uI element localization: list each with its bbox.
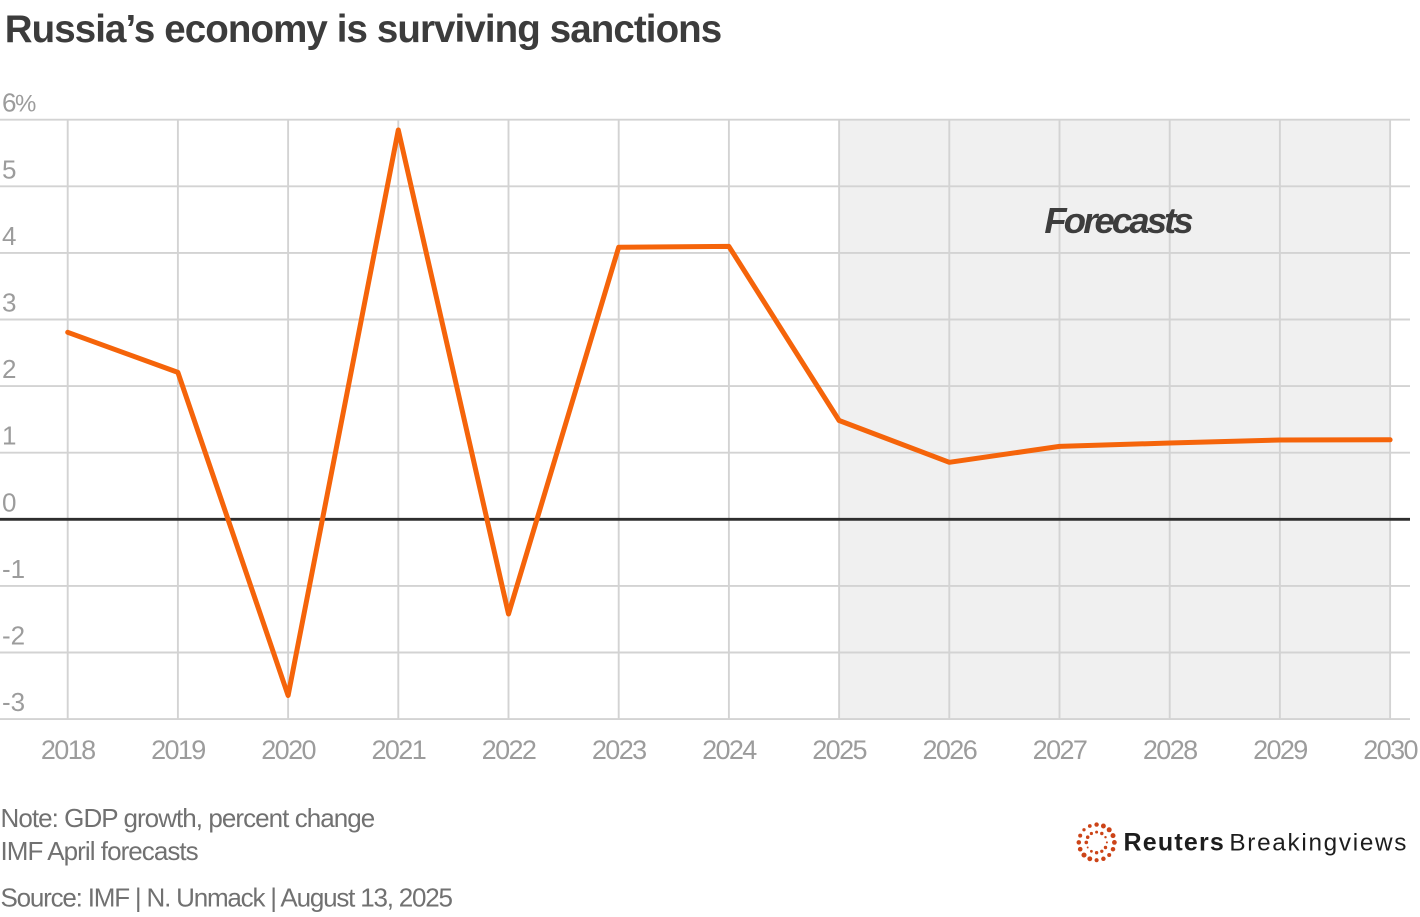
- svg-text:-2: -2: [2, 621, 25, 651]
- svg-text:Russia’s economy is surviving: Russia’s economy is surviving sanctions: [5, 8, 722, 51]
- svg-text:2022: 2022: [482, 735, 536, 765]
- svg-text:2020: 2020: [261, 735, 315, 765]
- svg-text:2019: 2019: [151, 735, 205, 765]
- svg-text:IMF April forecasts: IMF April forecasts: [1, 836, 199, 866]
- svg-text:Breakingviews: Breakingviews: [1229, 830, 1408, 857]
- svg-text:Forecasts: Forecasts: [1044, 200, 1193, 241]
- svg-text:2024: 2024: [702, 735, 757, 765]
- svg-text:2021: 2021: [371, 735, 425, 765]
- svg-text:3: 3: [2, 288, 16, 318]
- svg-text:0: 0: [2, 487, 16, 517]
- svg-text:Reuters: Reuters: [1124, 829, 1226, 857]
- svg-text:2026: 2026: [922, 735, 976, 765]
- svg-text:6%: 6%: [2, 88, 36, 118]
- svg-text:2027: 2027: [1033, 735, 1087, 765]
- svg-text:Source: IMF | N. Unmack | Augu: Source: IMF | N. Unmack | August 13, 202…: [1, 883, 453, 913]
- svg-text:2028: 2028: [1143, 735, 1197, 765]
- svg-text:5: 5: [2, 154, 16, 184]
- svg-text:2025: 2025: [812, 735, 866, 765]
- svg-text:2029: 2029: [1253, 735, 1307, 765]
- svg-text:-1: -1: [2, 554, 25, 584]
- svg-text:4: 4: [2, 221, 16, 251]
- svg-text:2030: 2030: [1363, 735, 1417, 765]
- svg-text:Note: GDP growth, percent chan: Note: GDP growth, percent change: [1, 803, 375, 833]
- svg-text:2018: 2018: [41, 735, 95, 765]
- svg-text:2: 2: [2, 354, 16, 384]
- svg-text:1: 1: [2, 421, 16, 451]
- svg-text:2023: 2023: [592, 735, 646, 765]
- svg-text:-3: -3: [2, 687, 25, 717]
